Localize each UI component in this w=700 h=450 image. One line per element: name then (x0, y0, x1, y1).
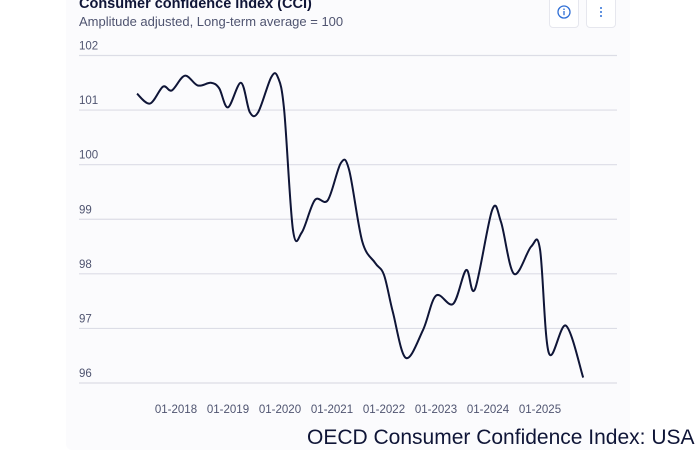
x-tick-label: 01-2020 (259, 404, 301, 416)
x-tick-label: 01-2018 (155, 404, 197, 416)
y-tick-label: 101 (79, 95, 98, 107)
y-tick-label: 102 (79, 41, 98, 53)
x-tick-label: 01-2023 (415, 404, 457, 416)
x-tick-label: 01-2021 (311, 404, 353, 416)
footer-title: OECD Consumer Confidence Index: USA (307, 426, 695, 450)
x-tick-label: 01-2019 (207, 404, 249, 416)
y-tick-label: 100 (79, 150, 98, 162)
y-tick-label: 96 (79, 368, 92, 380)
series-line-usa (137, 73, 583, 377)
y-tick-label: 99 (79, 204, 92, 216)
x-tick-label: 01-2024 (467, 404, 510, 416)
y-tick-label: 97 (79, 313, 92, 325)
y-tick-label: 98 (79, 259, 92, 271)
x-tick-label: 01-2025 (519, 404, 561, 416)
x-tick-label: 01-2022 (363, 404, 405, 416)
